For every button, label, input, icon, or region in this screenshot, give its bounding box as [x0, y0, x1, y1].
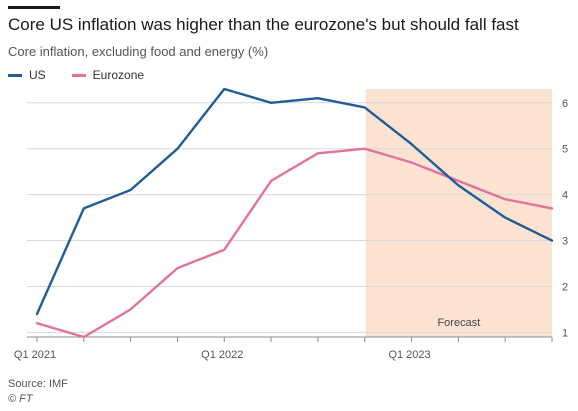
x-tick-label: Q1 2021	[14, 349, 56, 361]
chart-title: Core US inflation was higher than the eu…	[8, 15, 519, 34]
chart-legend: US Eurozone	[8, 68, 170, 82]
source-note: Source: IMF	[8, 378, 68, 390]
forecast-shading	[365, 89, 552, 337]
legend-label-eurozone: Eurozone	[92, 68, 145, 82]
legend-swatch-us	[8, 73, 22, 77]
x-tick-label: Q1 2023	[388, 349, 430, 361]
series-line-eurozone	[35, 147, 554, 339]
y-tick-label: 2	[562, 281, 568, 293]
y-tick-label: 4	[562, 190, 568, 202]
legend-label-us: US	[29, 68, 46, 82]
legend-item-us: US	[8, 68, 46, 82]
y-tick-label: 3	[562, 236, 568, 248]
chart-subtitle: Core inflation, excluding food and energ…	[8, 44, 269, 59]
legend-swatch-eurozone	[71, 73, 86, 77]
y-tick-label: 1	[562, 327, 568, 339]
y-tick-label: 5	[562, 144, 568, 156]
copyright-note: © FT	[8, 393, 33, 405]
forecast-label: Forecast	[437, 317, 480, 329]
x-tick-label: Q1 2022	[201, 349, 243, 361]
series-line-us	[35, 87, 554, 316]
title-rule	[8, 6, 60, 9]
y-tick-label: 6	[562, 98, 568, 110]
legend-item-eurozone: Eurozone	[71, 68, 145, 82]
